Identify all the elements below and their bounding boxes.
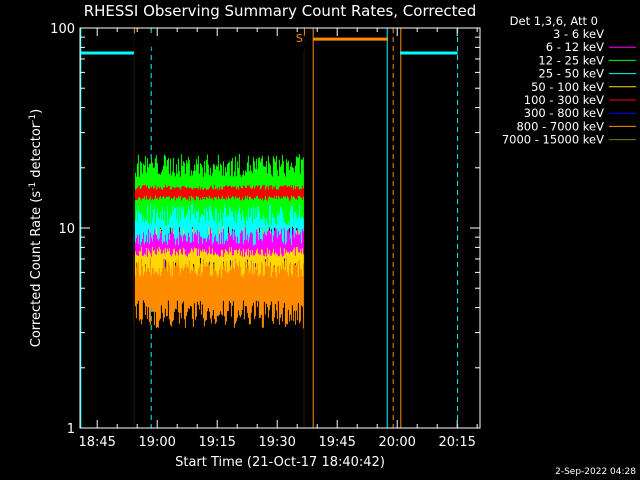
plot-area: S [80,28,459,428]
legend-label-0: 3 - 6 keV [553,27,604,41]
legend-label-8: 7000 - 15000 keV [502,133,604,147]
x-tick-label-1: 19:00 [138,435,175,450]
y-tick-label-1: 10 [58,222,75,237]
legend-label-1: 6 - 12 keV [546,40,604,54]
date-stamp: 2-Sep-2022 04:28 [555,467,636,477]
x-tick-label-4: 19:45 [318,435,355,450]
y-axis-label-sup2: -1 [28,114,38,123]
x-tick-label-6: 20:15 [438,435,475,450]
y-tick-label-2: 100 [50,22,75,37]
y-axis-label-mid: detector [29,122,44,182]
legend-label-3: 25 - 50 keV [538,67,604,81]
x-tick-label-0: 18:45 [78,435,115,450]
axes: 18:45 19:00 19:15 19:30 19:45 20:00 20:15 1 10 10… [50,22,481,450]
y-axis-label: Corrected Count Rate (s-1 detector-1) [28,109,44,347]
x-tick-label-2: 19:15 [198,435,235,450]
legend-label-4: 50 - 100 keV [531,80,604,94]
y-tick-label-0: 1 [67,422,75,437]
x-axis-label: Start Time (21-Oct-17 18:40:42) [175,455,385,470]
saa-marker: S [296,32,303,45]
x-tick-label-3: 19:30 [258,435,295,450]
y-axis-label-sup1: -1 [28,182,38,191]
legend-label-5: 100 - 300 keV [524,93,604,107]
legend-title: Det 1,3,6, Att 0 [510,14,598,28]
x-tick-label-5: 20:00 [378,435,415,450]
legend-label-2: 12 - 25 keV [538,53,604,67]
series-trace-0 [133,32,305,53]
chart-title: RHESSI Observing Summary Count Rates, Co… [84,2,477,20]
legend-label-6: 300 - 800 keV [524,106,604,120]
legend-label-7: 800 - 7000 keV [516,119,604,133]
y-axis-label-end: ) [29,109,44,114]
